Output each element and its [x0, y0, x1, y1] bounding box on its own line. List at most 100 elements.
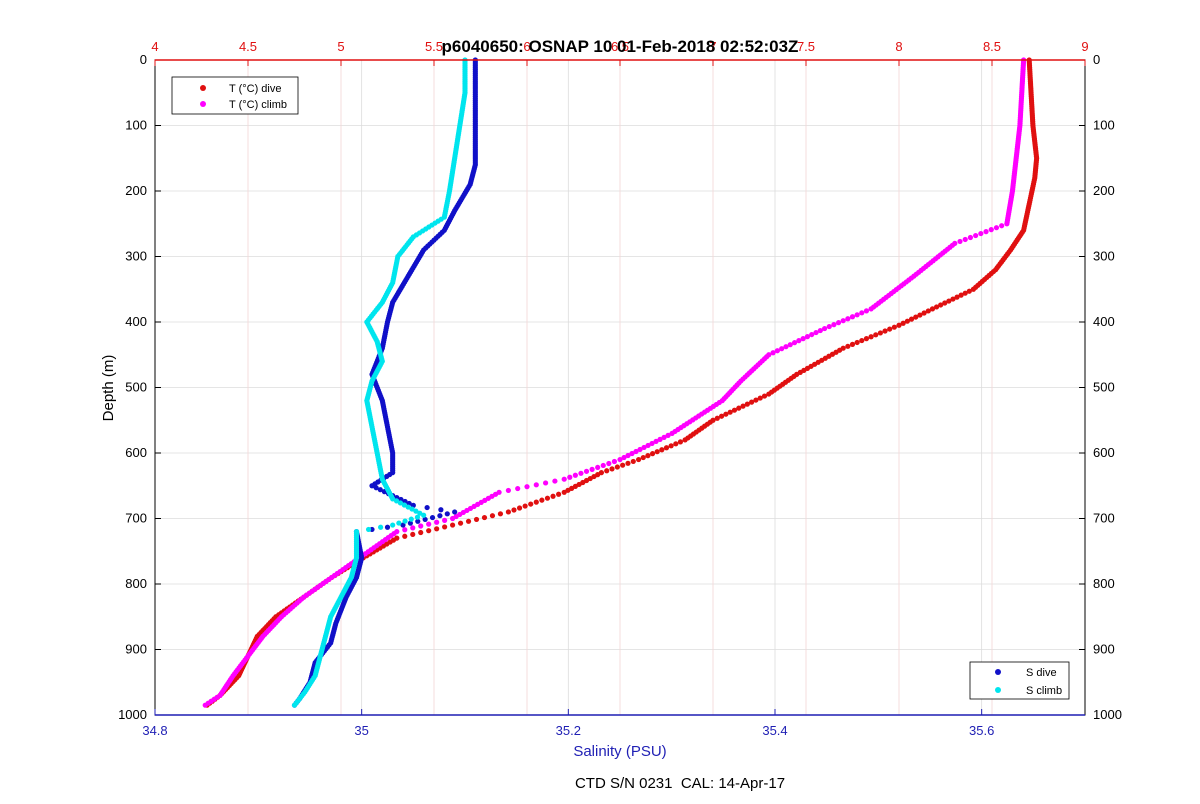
data-point-t-c-climb [202, 702, 208, 708]
y-tick-label-left: 400 [125, 314, 147, 329]
data-point-s-climb [417, 510, 423, 516]
data-point-t-c-climb [817, 327, 823, 334]
data-point-t-c-climb [434, 519, 440, 525]
legend-label-t-dive: T (°C) dive [229, 83, 281, 95]
data-point-t-c-dive [900, 320, 906, 326]
data-point-s-dive [422, 516, 428, 523]
data-point-t-c-climb [783, 344, 789, 350]
data-point-t-c-dive [682, 437, 688, 443]
data-point-s-climb [405, 504, 411, 510]
legend-salinity: S dive S climb [969, 661, 1070, 700]
x-tick-label-top: 5 [337, 39, 344, 54]
data-point-t-c-dive [908, 316, 915, 322]
data-point-t-c-dive [921, 310, 927, 316]
y-tick-label-left: 900 [125, 642, 147, 657]
data-point-t-c-dive [938, 302, 944, 308]
data-point-t-c-dive [528, 501, 534, 507]
data-point-t-c-climb [524, 484, 530, 490]
data-point-t-c-dive [645, 453, 651, 459]
x-tick-label-top: 5.5 [425, 39, 443, 54]
data-point-s-dive [384, 524, 391, 530]
data-point-t-c-dive [727, 409, 733, 415]
data-point-t-c-climb [641, 444, 647, 451]
data-point-t-c-climb [774, 348, 780, 354]
data-point-t-c-climb [572, 472, 578, 478]
data-point-t-c-climb [957, 238, 963, 245]
data-point-t-c-dive [891, 324, 897, 330]
y-tick-label-left: 600 [125, 445, 147, 460]
data-point-t-c-dive [714, 415, 720, 421]
y-tick-label-right: 900 [1093, 642, 1115, 657]
data-point-s-climb [291, 702, 298, 708]
data-point-t-c-dive [942, 300, 948, 306]
x-tick-label-bottom: 35.2 [556, 723, 581, 738]
y-tick-label-left: 700 [125, 511, 147, 526]
data-point-t-c-climb [813, 329, 819, 336]
x-tick-label-top: 7.5 [797, 39, 815, 54]
data-point-t-c-climb [967, 234, 974, 241]
data-point-t-c-climb [649, 440, 655, 447]
data-point-s-climb [414, 514, 421, 520]
data-point-s-dive [415, 518, 421, 524]
y-tick-label-right: 800 [1093, 576, 1115, 591]
data-point-t-c-climb [845, 316, 851, 322]
y-tick-label-right: 0 [1093, 52, 1100, 67]
data-point-t-c-dive [556, 491, 562, 497]
data-point-t-c-dive [442, 524, 448, 530]
data-point-t-c-climb [611, 458, 618, 465]
data-point-t-c-climb [625, 452, 631, 459]
data-point-t-c-climb [661, 434, 667, 440]
data-point-t-c-climb [993, 225, 1000, 231]
data-point-t-c-dive [426, 528, 432, 534]
y-tick-label-left: 800 [125, 576, 147, 591]
data-point-t-c-dive [962, 290, 968, 296]
x-tick-label-top: 8 [895, 39, 902, 54]
x-axis-label: Salinity (PSU) [573, 743, 666, 760]
data-point-t-c-climb [770, 350, 776, 356]
x-tick-label-top: 4.5 [239, 39, 257, 54]
data-point-t-c-climb [629, 450, 635, 457]
data-point-t-c-climb [978, 230, 984, 237]
data-point-t-c-climb [543, 480, 549, 486]
x-tick-label-top: 4 [151, 39, 158, 54]
data-point-t-c-climb [589, 466, 595, 472]
data-point-s-climb [390, 496, 396, 502]
data-point-t-c-climb [617, 456, 623, 463]
legend-label-t-climb: T (°C) climb [229, 99, 287, 111]
data-point-t-c-climb [567, 474, 573, 480]
data-point-s-dive [444, 511, 450, 517]
data-point-t-c-climb [791, 340, 798, 346]
x-tick-label-top: 7 [709, 39, 716, 54]
data-point-s-climb [402, 518, 408, 524]
data-point-t-c-climb [633, 448, 639, 455]
data-point-t-c-climb [800, 336, 806, 342]
data-point-t-c-dive [450, 522, 456, 528]
data-point-t-c-dive [640, 454, 646, 461]
data-point-t-c-climb [505, 487, 511, 494]
data-point-s-climb [413, 508, 419, 514]
data-layer [202, 57, 1040, 708]
data-point-t-c-climb [442, 517, 448, 523]
data-point-t-c-climb [859, 310, 865, 316]
y-tick-label-right: 200 [1093, 183, 1115, 198]
legend-temperature: T (°C) dive T (°C) climb [171, 76, 299, 115]
data-point-t-c-climb [779, 346, 785, 352]
data-point-t-c-dive [497, 511, 504, 517]
data-point-t-c-climb [826, 323, 832, 330]
data-point-t-c-dive [465, 518, 472, 524]
data-point-t-c-dive [677, 439, 684, 445]
data-point-s-dive [407, 520, 413, 526]
data-point-t-c-dive [522, 503, 528, 509]
data-point-t-c-climb [973, 232, 979, 239]
data-point-t-c-dive [604, 468, 610, 474]
data-point-s-dive [369, 483, 375, 489]
data-point-t-c-climb [450, 515, 456, 522]
data-point-t-c-climb [665, 432, 671, 438]
legend-marker-t-climb [200, 101, 206, 107]
data-point-t-c-dive [966, 288, 972, 294]
footer-caption: CTD S/N 0231 CAL: 14-Apr-17 [575, 775, 785, 792]
data-point-t-c-dive [904, 318, 910, 324]
data-point-t-c-dive [511, 507, 517, 513]
data-point-t-c-dive [950, 296, 956, 302]
y-tick-label-left: 100 [125, 118, 147, 133]
